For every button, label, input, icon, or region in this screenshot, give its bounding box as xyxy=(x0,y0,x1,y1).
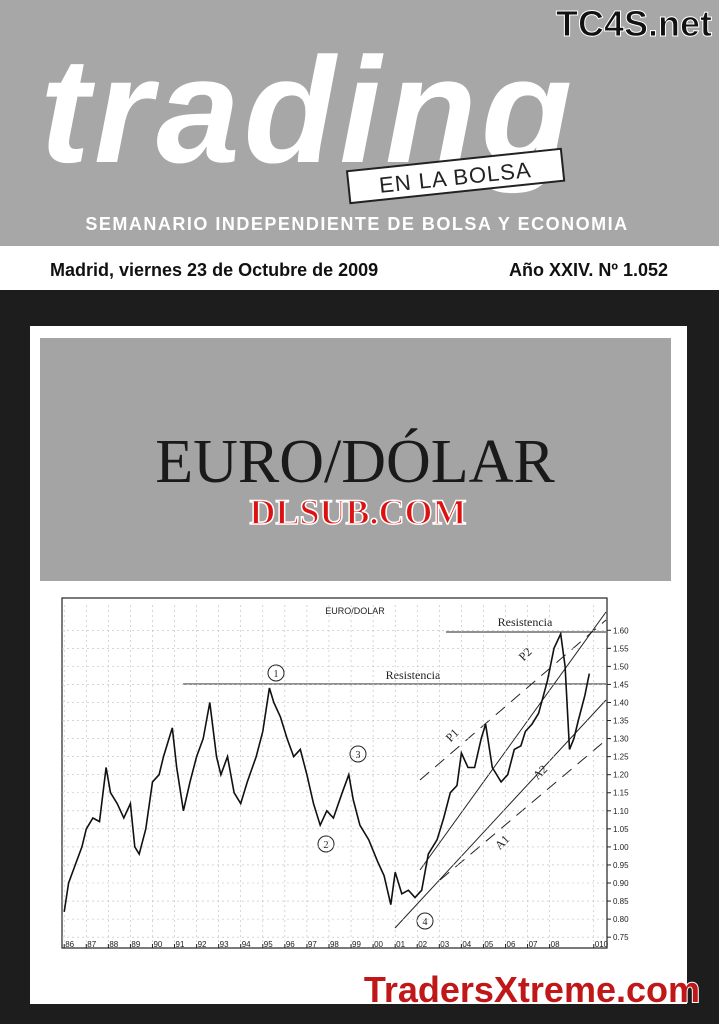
annotation: 4 xyxy=(423,917,428,928)
price-line xyxy=(63,631,591,913)
x-tick-label: 93 xyxy=(220,940,229,949)
x-tick-label: 08 xyxy=(551,940,560,949)
chart: EURO/DOLAR Resistencia Resistencia 1 2 3… xyxy=(61,597,629,949)
chart-title: EURO/DOLAR xyxy=(325,606,385,616)
x-tick-label: 92 xyxy=(198,940,207,949)
tagline: SEMANARIO INDEPENDIENTE DE BOLSA Y ECONO… xyxy=(85,214,628,234)
x-tick-label: 91 xyxy=(176,940,185,949)
y-tick-label: 1.20 xyxy=(613,771,629,780)
x-tick-label: 87 xyxy=(87,940,96,949)
headline: EURO/DÓLAR xyxy=(155,428,555,496)
dateline-bg xyxy=(0,246,719,290)
headline-box xyxy=(40,338,671,581)
channel-line xyxy=(439,739,607,881)
x-tick-label: 04 xyxy=(462,940,471,949)
y-tick-label: 1.10 xyxy=(613,807,629,816)
subtitle-box: EN LA BOLSA xyxy=(345,147,566,205)
marker-circle xyxy=(267,664,285,682)
y-tick-label: 1.30 xyxy=(613,735,629,744)
y-tick-label: 1.55 xyxy=(613,644,629,653)
y-tick-label: 1.15 xyxy=(613,789,629,798)
x-tick-label: 97 xyxy=(308,940,317,949)
y-tick-label: 0.80 xyxy=(613,915,629,924)
y-tick-label: 1.50 xyxy=(613,662,629,671)
y-tick-label: 1.00 xyxy=(613,843,629,852)
issue: Año XXIV. Nº 1.052 xyxy=(509,260,668,280)
y-tick-label: 1.25 xyxy=(613,753,629,762)
x-tick-label: 98 xyxy=(330,940,339,949)
x-tick-label: 96 xyxy=(286,940,295,949)
x-tick-label: 02 xyxy=(418,940,427,949)
y-tick-label: 0.75 xyxy=(613,933,629,942)
annotation: 1 xyxy=(274,669,279,680)
footer-watermark: TradersXtreme.com xyxy=(364,969,700,1010)
masthead-bg xyxy=(0,0,719,246)
headline-watermark: DLSUB.COM xyxy=(249,492,466,532)
y-tick-label: 0.90 xyxy=(613,879,629,888)
x-tick-label: 00 xyxy=(374,940,383,949)
channel-line xyxy=(394,699,607,929)
annotation: 2 xyxy=(324,840,329,851)
y-tick-label: 1.05 xyxy=(613,825,629,834)
x-tick-label: 03 xyxy=(440,940,449,949)
plot-frame xyxy=(61,597,608,949)
x-tick-label: 89 xyxy=(131,940,140,949)
y-tick-label: 0.95 xyxy=(613,861,629,870)
annotation: Resistencia xyxy=(498,615,553,629)
y-tick-label: 1.60 xyxy=(613,626,629,635)
date: Madrid, viernes 23 de Octubre de 2009 xyxy=(50,260,378,280)
marker-circle xyxy=(349,745,367,763)
x-tick-label: 88 xyxy=(109,940,118,949)
y-tick-label: 1.40 xyxy=(613,698,629,707)
x-tick-label: 99 xyxy=(352,940,361,949)
subtitle-frame xyxy=(345,147,566,205)
x-tick-label: 01 xyxy=(396,940,405,949)
x-tick-label: 94 xyxy=(242,940,251,949)
x-tick-label: 86 xyxy=(65,940,74,949)
x-tick-label: 90 xyxy=(153,940,162,949)
watermark: TC4S.net xyxy=(556,3,712,44)
y-tick-label: 1.35 xyxy=(613,717,629,726)
x-tick-label: 06 xyxy=(507,940,516,949)
marker-circle xyxy=(317,835,335,853)
x-tick-label: 95 xyxy=(264,940,273,949)
annotation: Resistencia xyxy=(386,668,441,682)
x-tick-label: 010 xyxy=(595,940,609,949)
y-tick-label: 0.85 xyxy=(613,897,629,906)
channel-line xyxy=(419,611,607,871)
x-tick-label: 07 xyxy=(529,940,538,949)
channel-line xyxy=(419,619,607,781)
x-tick-label: 05 xyxy=(484,940,493,949)
y-tick-label: 1.45 xyxy=(613,680,629,689)
annotation: 3 xyxy=(356,750,361,761)
